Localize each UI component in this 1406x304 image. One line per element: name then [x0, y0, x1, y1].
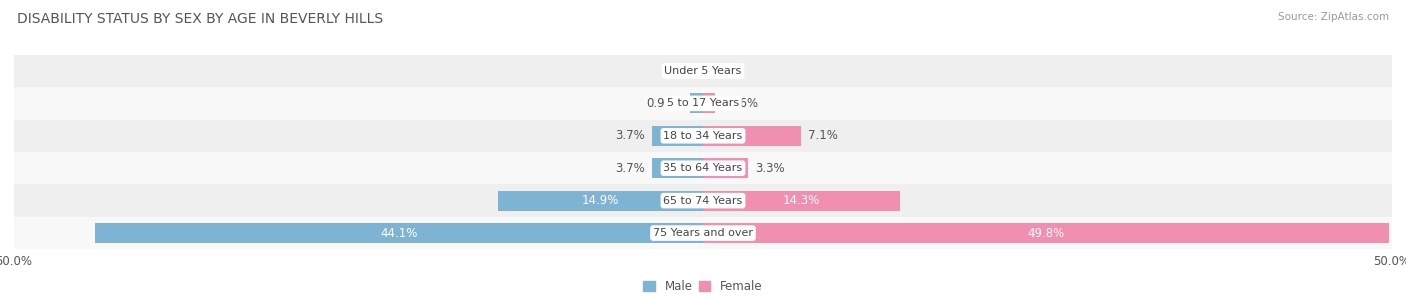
Text: 3.7%: 3.7%: [616, 129, 645, 142]
Text: 7.1%: 7.1%: [807, 129, 838, 142]
Text: 18 to 34 Years: 18 to 34 Years: [664, 131, 742, 141]
Bar: [14, 87, 1392, 119]
Bar: [690, 93, 703, 113]
Bar: [703, 191, 900, 211]
Text: 3.3%: 3.3%: [755, 162, 785, 175]
Text: 5 to 17 Years: 5 to 17 Years: [666, 98, 740, 108]
Bar: [652, 126, 703, 146]
Text: Under 5 Years: Under 5 Years: [665, 66, 741, 76]
Bar: [96, 223, 703, 243]
Bar: [498, 191, 703, 211]
Text: 0.0%: 0.0%: [710, 64, 740, 78]
Bar: [652, 158, 703, 178]
Bar: [14, 119, 1392, 152]
Bar: [14, 152, 1392, 185]
Text: 0.0%: 0.0%: [666, 64, 696, 78]
Bar: [14, 55, 1392, 87]
Bar: [703, 126, 801, 146]
Text: 75 Years and over: 75 Years and over: [652, 228, 754, 238]
Legend: Male, Female: Male, Female: [638, 275, 768, 298]
Text: 14.3%: 14.3%: [783, 194, 820, 207]
Text: 14.9%: 14.9%: [582, 194, 619, 207]
Bar: [703, 93, 714, 113]
Bar: [703, 223, 1389, 243]
Text: 3.7%: 3.7%: [616, 162, 645, 175]
Text: Source: ZipAtlas.com: Source: ZipAtlas.com: [1278, 12, 1389, 22]
Text: 35 to 64 Years: 35 to 64 Years: [664, 163, 742, 173]
Bar: [14, 185, 1392, 217]
Text: 65 to 74 Years: 65 to 74 Years: [664, 196, 742, 206]
Text: DISABILITY STATUS BY SEX BY AGE IN BEVERLY HILLS: DISABILITY STATUS BY SEX BY AGE IN BEVER…: [17, 12, 382, 26]
Text: 44.1%: 44.1%: [381, 226, 418, 240]
Bar: [703, 158, 748, 178]
Text: 0.94%: 0.94%: [645, 97, 683, 110]
Text: 0.86%: 0.86%: [721, 97, 759, 110]
Text: 49.8%: 49.8%: [1028, 226, 1064, 240]
Bar: [14, 217, 1392, 249]
